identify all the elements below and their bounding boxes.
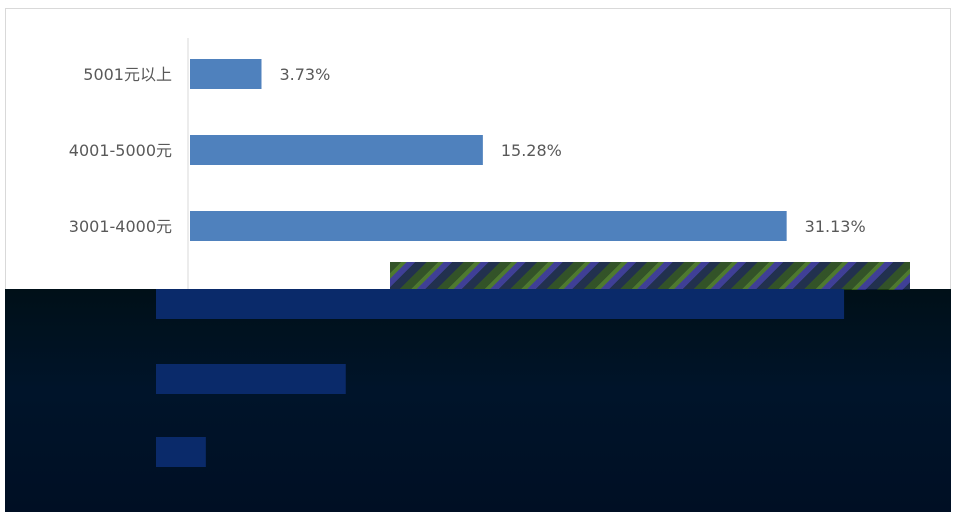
category-label-0: 5001元以上 bbox=[83, 65, 172, 84]
data-label-2: 31.13% bbox=[805, 217, 866, 236]
bar-1 bbox=[190, 135, 483, 165]
data-label-1: 15.28% bbox=[501, 141, 562, 160]
bar-0 bbox=[190, 59, 262, 89]
category-label-1: 4001-5000元 bbox=[69, 141, 172, 160]
obscured-region bbox=[5, 289, 951, 512]
bar-2 bbox=[190, 211, 787, 241]
image-artifact bbox=[390, 262, 910, 290]
data-label-0: 3.73% bbox=[279, 65, 330, 84]
category-label-2: 3001-4000元 bbox=[69, 217, 172, 236]
